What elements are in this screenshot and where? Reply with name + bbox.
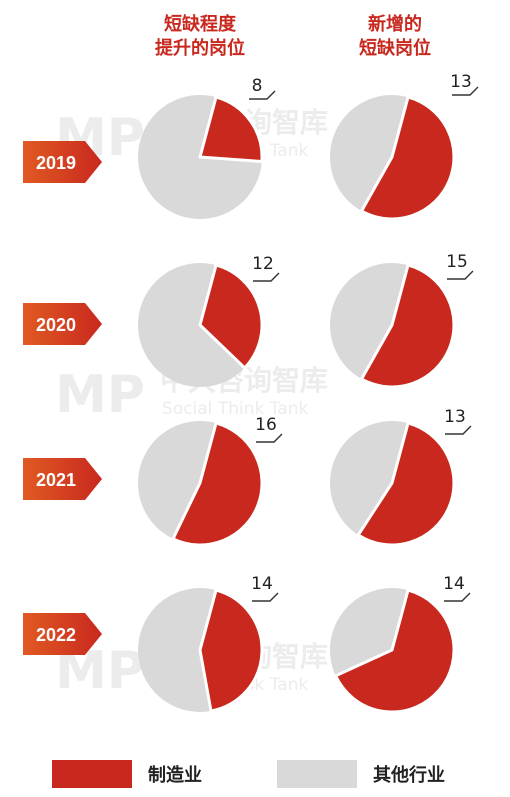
legend: 制造业 其他行业 [52,760,445,788]
leader-line [445,425,472,435]
column-title-1-line1: 短缺程度 [164,13,237,35]
data-label-2021-2: 13 [444,407,466,427]
data-label-2021-1: 16 [255,415,277,435]
pie-slice-other-2020-2 [329,262,409,380]
year-badge-2022: 2022 [23,613,102,655]
watermark-logo: MP [55,365,145,425]
legend-label-other: 其他行业 [373,764,445,786]
pie-slice-manufacturing-2020-1 [198,263,264,370]
year-badge-2019: 2019 [23,141,102,183]
data-label-2022-1: 14 [251,574,273,594]
year-label: 2022 [36,625,76,645]
pie-slice-manufacturing-2019-1 [198,95,264,164]
watermark-tagline: Social Think Tank [162,399,308,419]
column-title-2-line1: 新增的 [368,13,422,35]
year-badge-2020: 2020 [23,303,102,345]
pie-slice-other-2022-2 [330,587,409,676]
leader-line [253,272,280,282]
data-label-2019-1: 8 [252,76,263,96]
data-label-2020-1: 12 [252,254,274,274]
pie-slice-other-2021-2 [329,420,409,535]
pie-slice-manufacturing-2020-2 [360,263,456,389]
pie-slice-other-2020-1 [138,262,245,387]
pie-slice-manufacturing-2022-1 [198,588,264,713]
leader-line [447,270,474,280]
column-title-2-line2: 短缺岗位 [359,37,431,59]
label-leaders [249,86,479,602]
pie-slice-manufacturing-2022-2 [334,588,456,714]
pie-slice-manufacturing-2021-2 [356,421,456,547]
pie-slice-other-2022-1 [138,587,217,712]
column-title-1-line2: 提升的岗位 [155,37,245,59]
year-label: 2019 [36,153,76,173]
data-label-2019-2: 13 [450,72,472,92]
legend-swatch-other [277,760,357,788]
leader-line [452,86,479,96]
legend-label-manufacturing: 制造业 [148,764,202,786]
legend-swatch-manufacturing [52,760,132,788]
pie-slice-other-2019-2 [329,94,409,212]
year-badge-2021: 2021 [23,458,102,500]
data-label-2020-2: 15 [446,252,468,272]
leader-line [249,90,276,100]
data-label-2022-2: 14 [443,574,465,594]
pie-slice-manufacturing-2019-2 [360,95,456,221]
leader-line [252,592,279,602]
leader-line [256,433,283,443]
pie-slice-other-2021-1 [137,420,217,539]
pie-slice-manufacturing-2021-1 [171,421,264,547]
year-label: 2020 [36,315,76,335]
pies [137,94,456,714]
leader-line [444,592,471,602]
year-label: 2021 [36,470,76,490]
